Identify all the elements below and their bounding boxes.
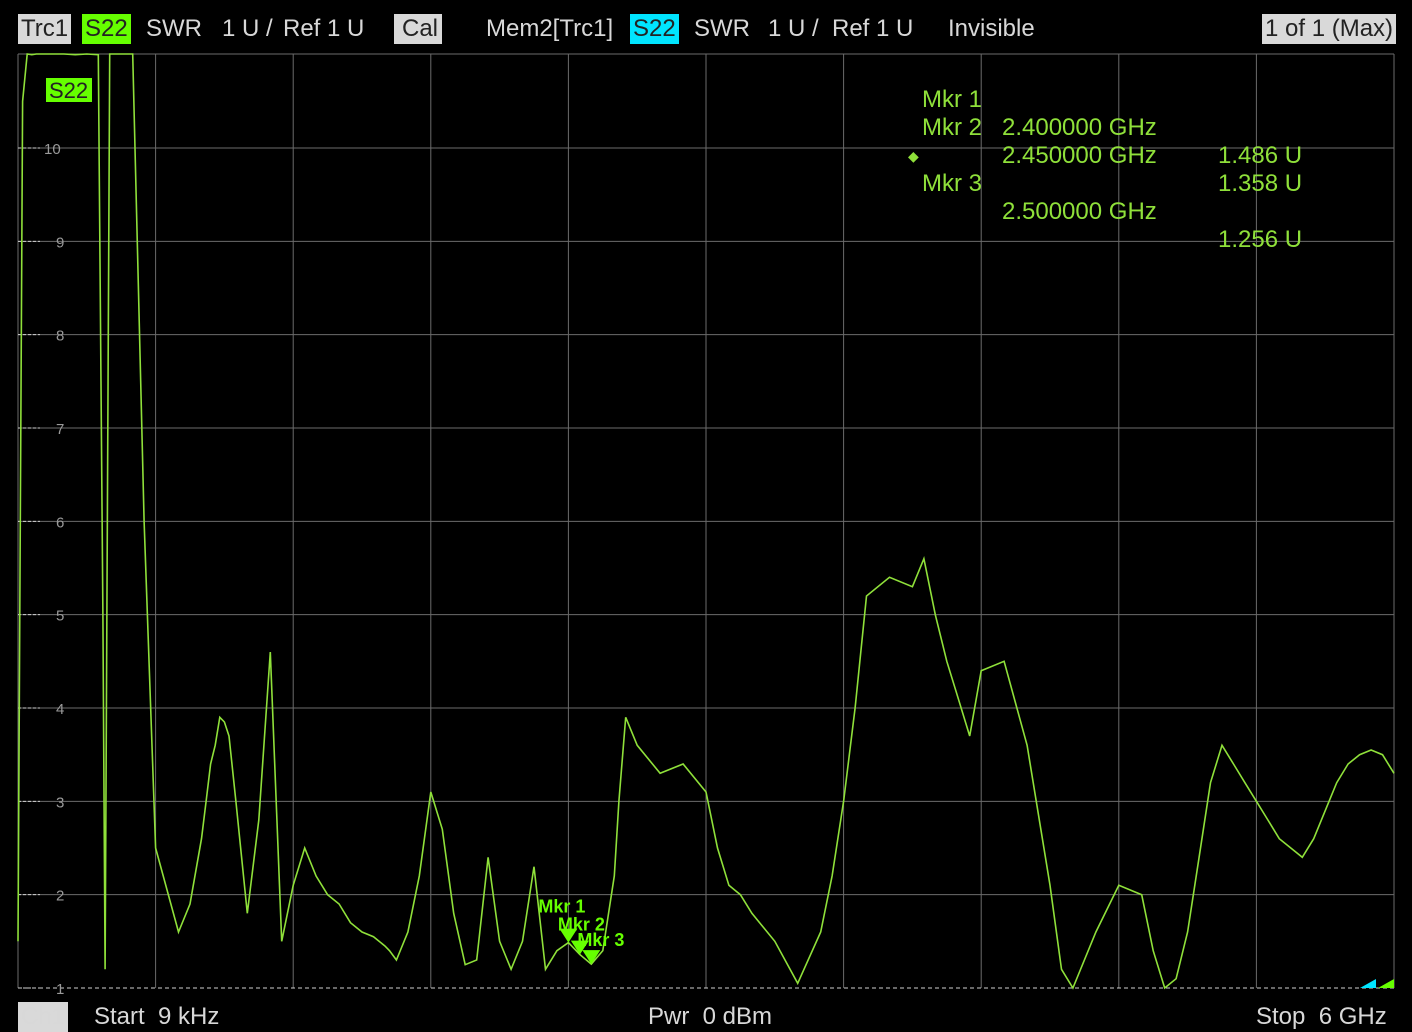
mkr1-value: 1.486 U (1218, 142, 1303, 169)
y-tick-label: 4 (56, 701, 64, 718)
marker-triangle-2[interactable] (570, 940, 589, 955)
memory-edge-indicator (1360, 979, 1376, 988)
memory-param-badge[interactable]: S22 (630, 14, 679, 44)
memory-state-label[interactable]: Invisible (948, 15, 1035, 42)
trace-label-bg (46, 78, 92, 102)
marker-label-2: Mkr 2 (558, 915, 605, 935)
trace-param-badge[interactable]: S22 (82, 14, 131, 44)
mkr2-row[interactable]: Mkr 2 2.450000 GHz 1.358 U (908, 86, 1302, 197)
trace-name-label[interactable]: Trc1 (18, 14, 72, 44)
y-tick-label: 6 (56, 514, 64, 531)
mkr2-freq: 2.450000 GHz (1002, 142, 1157, 169)
marker-label-1: Mkr 1 (538, 897, 585, 917)
power-level[interactable]: Pwr 0 dBm (648, 1003, 773, 1030)
trace-header-bar: Trc1 S22 SWR 1 U / Ref 1 U Cal Mem2[Trc1… (0, 0, 1412, 48)
channel-label[interactable]: Ch1 (18, 1002, 69, 1032)
y-tick-label: 2 (56, 888, 64, 905)
y-tick-label: 7 (56, 421, 64, 438)
trace-cal-label[interactable]: Cal (394, 14, 443, 44)
mkr1-name: Mkr 1 (922, 86, 982, 113)
trace-edge-indicator (1378, 979, 1394, 988)
trace-ref-label[interactable]: Ref 1 U (283, 15, 365, 42)
channel-footer-bar: Ch1 Start 9 kHz Pwr 0 dBm Stop 6 GHz (0, 1002, 1412, 1032)
y-axis-ticks: 1 2 3 4 5 6 7 8 9 10 (18, 141, 64, 998)
trace-format-label[interactable]: SWR (146, 15, 202, 42)
page-indicator[interactable]: 1 of 1 (Max) (1262, 14, 1397, 44)
marker-triangle-3[interactable] (582, 950, 601, 965)
mkr1-row[interactable]: Mkr 1 2.400000 GHz 1.486 U (908, 58, 1302, 169)
mkr2-name: Mkr 2 (922, 114, 982, 141)
y-tick-label: 9 (56, 234, 64, 251)
mkr3-name: Mkr 3 (922, 170, 982, 197)
memory-format-label[interactable]: SWR (694, 15, 750, 42)
mkr1-freq: 2.400000 GHz (1002, 114, 1157, 141)
trace-label-badge[interactable]: S22 (46, 78, 92, 103)
y-tick-label: 5 (56, 608, 64, 625)
y-tick-label: 8 (56, 328, 64, 345)
y-tick-label: 1 (56, 981, 64, 998)
mkr2-value: 1.358 U (1218, 170, 1303, 197)
grid (17, 53, 1395, 989)
mkr3-value: 1.256 U (1218, 226, 1303, 253)
memory-trace-label[interactable]: Mem2[Trc1] (486, 15, 614, 42)
trace-scale-label[interactable]: 1 U / (222, 15, 273, 42)
marker-label-3: Mkr 3 (577, 930, 624, 950)
y-tick-label: 3 (56, 794, 64, 811)
mkr3-row[interactable]: ◆ Mkr 3 2.500000 GHz 1.256 U (908, 114, 1302, 253)
marker-triangle-1[interactable] (559, 928, 578, 943)
memory-ref-label[interactable]: Ref 1 U (832, 15, 914, 42)
y-tick-label: 10 (44, 141, 61, 158)
mkr3-freq: 2.500000 GHz (1002, 198, 1157, 225)
memory-scale-label[interactable]: 1 U / (768, 15, 819, 42)
trace-label-text: S22 (49, 78, 88, 103)
start-frequency[interactable]: Start 9 kHz (94, 1003, 220, 1030)
stop-frequency[interactable]: Stop 6 GHz (1256, 1003, 1387, 1030)
active-marker-icon: ◆ (908, 148, 919, 164)
s22-trace (17, 53, 1395, 990)
